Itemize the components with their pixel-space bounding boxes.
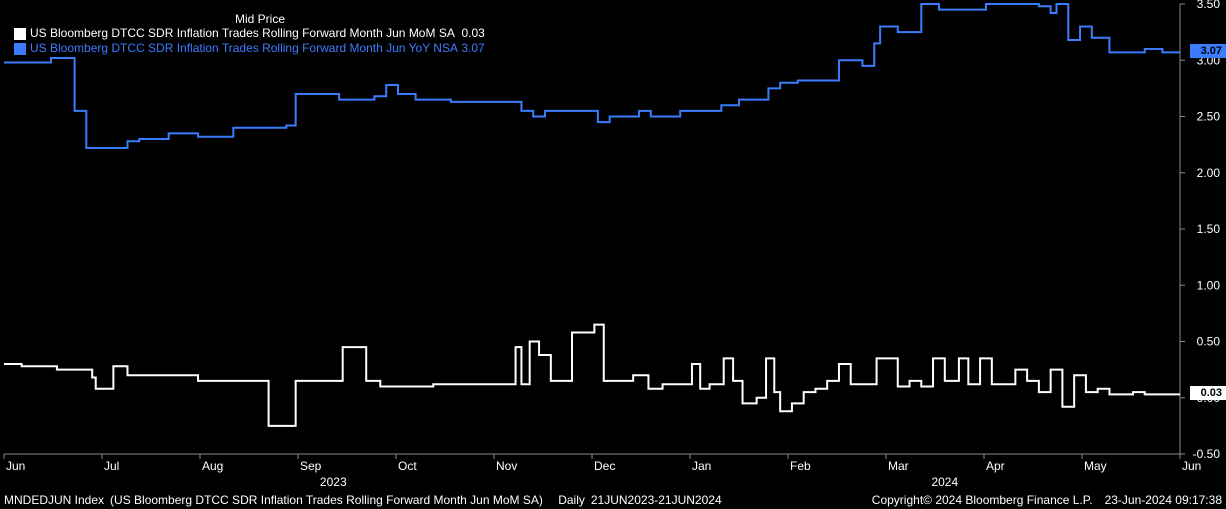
- svg-text:2023: 2023: [320, 475, 347, 489]
- value-flag-mom: 0.03: [1190, 386, 1226, 400]
- svg-text:2024: 2024: [931, 475, 958, 489]
- footer-index-desc: (US Bloomberg DTCC SDR Inflation Trades …: [110, 493, 543, 507]
- svg-text:2.50: 2.50: [1197, 110, 1221, 124]
- footer-copyright: Copyright© 2024 Bloomberg Finance L.P.: [872, 493, 1093, 507]
- footer-left: MNDEDJUN Index (US Bloomberg DTCC SDR In…: [4, 493, 722, 507]
- svg-text:Nov: Nov: [496, 459, 517, 473]
- svg-text:Jan: Jan: [692, 459, 711, 473]
- svg-text:Oct: Oct: [398, 459, 417, 473]
- footer-date-range: 21JUN2023-21JUN2024: [591, 493, 722, 507]
- svg-text:Jun: Jun: [6, 459, 25, 473]
- legend-label-0: US Bloomberg DTCC SDR Inflation Trades R…: [30, 26, 485, 41]
- legend-swatch-0: [14, 28, 26, 40]
- footer-index-code: MNDEDJUN Index: [4, 493, 104, 507]
- footer-frequency: Daily: [558, 493, 585, 507]
- chart-container: Mid Price US Bloomberg DTCC SDR Inflatio…: [0, 0, 1226, 509]
- svg-text:2.00: 2.00: [1197, 166, 1221, 180]
- legend-swatch-1: [14, 43, 26, 55]
- svg-text:1.00: 1.00: [1197, 278, 1221, 292]
- svg-text:Jun: Jun: [1182, 459, 1201, 473]
- svg-text:Apr: Apr: [986, 459, 1005, 473]
- svg-text:Dec: Dec: [594, 459, 615, 473]
- value-flag-yoy: 3.07: [1190, 44, 1226, 58]
- svg-text:0.50: 0.50: [1197, 335, 1221, 349]
- legend-title: Mid Price: [235, 12, 285, 26]
- footer-right: Copyright© 2024 Bloomberg Finance L.P. 2…: [872, 493, 1222, 507]
- legend-item-0: US Bloomberg DTCC SDR Inflation Trades R…: [14, 26, 485, 41]
- footer-timestamp: 23-Jun-2024 09:17:38: [1105, 493, 1222, 507]
- footer-bar: MNDEDJUN Index (US Bloomberg DTCC SDR In…: [0, 491, 1226, 509]
- svg-text:Mar: Mar: [888, 459, 909, 473]
- legend: US Bloomberg DTCC SDR Inflation Trades R…: [14, 26, 485, 56]
- legend-item-1: US Bloomberg DTCC SDR Inflation Trades R…: [14, 41, 485, 56]
- svg-text:May: May: [1084, 459, 1107, 473]
- svg-text:Sep: Sep: [300, 459, 322, 473]
- chart-svg: -0.500.000.501.001.502.002.503.003.50Jun…: [0, 0, 1226, 491]
- svg-text:Aug: Aug: [202, 459, 223, 473]
- svg-text:3.50: 3.50: [1197, 0, 1221, 11]
- legend-label-1: US Bloomberg DTCC SDR Inflation Trades R…: [30, 41, 485, 56]
- svg-text:Feb: Feb: [790, 459, 811, 473]
- svg-text:Jul: Jul: [104, 459, 119, 473]
- svg-text:1.50: 1.50: [1197, 222, 1221, 236]
